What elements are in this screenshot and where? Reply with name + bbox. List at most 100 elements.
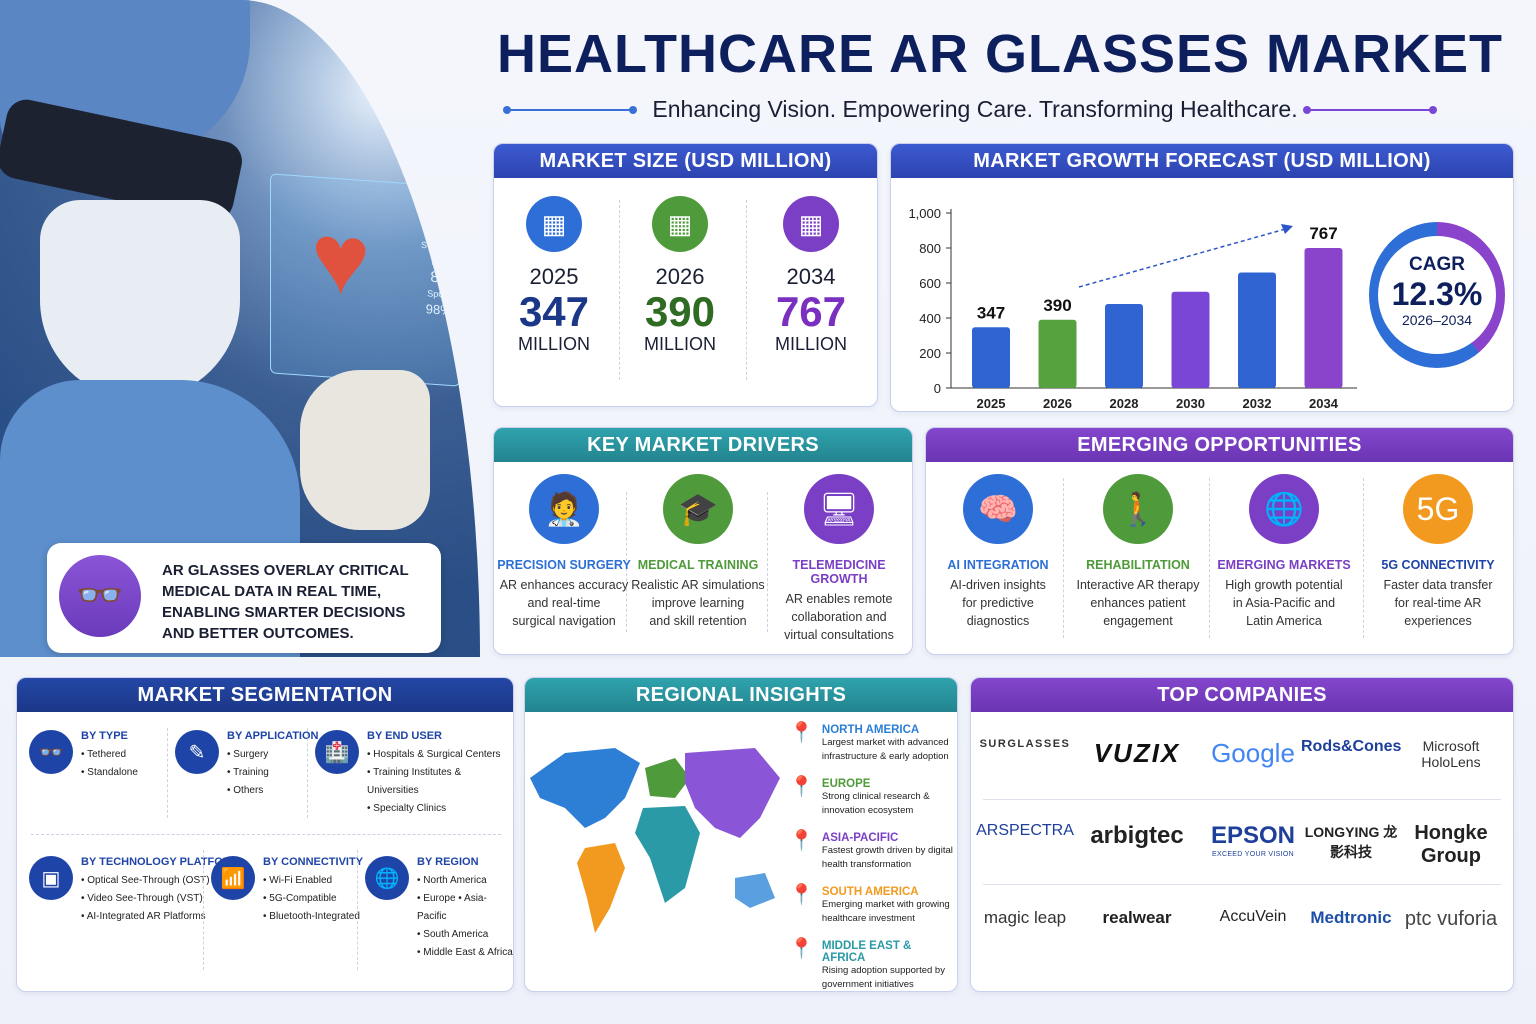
company-name: Hongke Group — [1414, 822, 1488, 867]
trend-arrow-head-icon — [1281, 224, 1293, 234]
segment-item: • Wi-Fi Enabled — [263, 875, 333, 886]
callout-box: 👓 AR GLASSES OVERLAY CRITICAL MEDICAL DA… — [47, 543, 441, 653]
region-north-america: 📍 NORTH AMERICA Largest market with advanc… — [789, 722, 949, 764]
card-description: Interactive AR therapy enhances patient en… — [1076, 578, 1200, 628]
ar-hologram-panel: ♥ HR 72 SYS 120 DIA 80 SpO2 98% — [270, 173, 460, 387]
year: 2026 — [655, 264, 705, 289]
company-logo-epson: EPSON EXCEED YOUR VISION — [1203, 822, 1303, 859]
panel-title: REGIONAL INSIGHTS — [525, 678, 957, 712]
y-tick-label: 0 — [934, 381, 941, 396]
company-name: Microsoft HoloLens — [1421, 738, 1481, 770]
surgical-mask — [40, 200, 240, 400]
card-description: High growth potential in Asia-Pacific and… — [1225, 578, 1343, 628]
segment-icon: 🏥 — [315, 730, 359, 774]
company-name: ARSPECTRA — [976, 822, 1074, 839]
market-size-panel: MARKET SIZE (USD MILLION) ▦ 2025 347 MIL… — [493, 143, 878, 407]
map-pin-icon: 📍 — [789, 830, 814, 852]
map-europe — [645, 758, 690, 798]
card-description: Realistic AR simulations improve learning… — [631, 578, 765, 628]
emerging-markets-icon: 🌐 — [1249, 474, 1319, 544]
telemedicine-growth-icon: 🖥 — [804, 474, 874, 544]
year: 2025 — [529, 264, 579, 289]
map-pin-icon: 📍 — [789, 884, 814, 906]
region-description: innovation ecosystem — [821, 805, 914, 816]
map-north-america — [530, 748, 640, 828]
segment-by-application: ✎ BY APPLICATION • Surgery • Training • Othe… — [175, 730, 318, 800]
segment-item: • North America — [417, 875, 487, 886]
x-tick-label: 2026 — [1043, 396, 1072, 408]
segment-item: • Hospitals & Surgical Centers — [367, 749, 501, 760]
company-logo-medtronic: Medtronic — [1301, 908, 1401, 928]
unit: MILLION — [774, 334, 848, 354]
region-description: Fastest growth driven by digital — [821, 845, 953, 856]
region-description: healthcare investment — [821, 913, 915, 924]
region-middle-east-africa: 📍 MIDDLE EAST & AFRICA Rising adoption sup… — [789, 939, 957, 991]
segment-item: • Middle East & Africa — [417, 947, 513, 958]
rehabilitation-card: 🚶 REHABILITATION Interactive AR therapy e… — [1066, 474, 1210, 630]
card-heading: REHABILITATION — [1086, 558, 1190, 572]
region-heading: SOUTH AMERICA — [821, 886, 919, 898]
divider — [203, 850, 204, 970]
hero-photo-surgeon-ar: ♥ HR 72 SYS 120 DIA 80 SpO2 98% 👓 AR GLASSES O… — [0, 0, 480, 657]
card-heading: AI INTEGRATION — [947, 558, 1049, 572]
divider — [31, 834, 501, 835]
map-pin-icon: 📍 — [789, 722, 814, 744]
ai-integration-card: 🧠 AI INTEGRATION AI-driven insights for p… — [926, 474, 1070, 630]
region-heading: MIDDLE EAST & AFRICA — [821, 940, 912, 964]
card-description: Faster data transfer for real-time AR expe… — [1383, 578, 1493, 628]
segment-heading: BY END USER — [367, 730, 442, 742]
segment-item: • Optical See-Through (OST) — [81, 875, 210, 886]
5g-connectivity-icon: 5G — [1403, 474, 1473, 544]
unit: MILLION — [517, 334, 591, 354]
page-subtitle: Enhancing Vision. Empowering Care. Trans… — [652, 96, 1298, 122]
card-description: AI-driven insights for predictive diagnost… — [950, 578, 1046, 628]
x-tick-label: 2025 — [977, 396, 1006, 408]
emerging-opportunities-panel: EMERGING OPPORTUNITIES 🧠 AI INTEGRATION … — [925, 427, 1514, 655]
cagr-value: 12.3% — [1391, 276, 1483, 312]
y-tick-label: 400 — [919, 311, 941, 326]
heart-hologram-icon: ♥ — [311, 201, 371, 318]
company-logo-microsoft-hololens: Microsoft HoloLens — [1401, 738, 1501, 770]
divider — [626, 492, 627, 632]
segment-item: • Video See-Through (VST) — [81, 893, 203, 904]
gloved-hand — [300, 370, 430, 530]
bar-2026 — [1038, 319, 1077, 388]
region-south-america: 📍 SOUTH AMERICA Emerging market with growi… — [789, 884, 950, 926]
x-tick-label: 2028 — [1110, 396, 1139, 408]
company-logo-ptc-vuforia: ptc vuforia — [1401, 908, 1501, 931]
region-description: infrastructure & early adoption — [821, 751, 949, 762]
company-name: arbigtec — [1090, 822, 1184, 849]
segment-heading: BY TYPE — [81, 730, 128, 742]
company-logo-arbigtec: arbigtec — [1087, 822, 1187, 850]
segment-by-type: 👓 BY TYPE • Tethered • Standalone — [29, 730, 138, 782]
data-label: 347 — [977, 303, 1005, 322]
divider — [983, 799, 1501, 800]
segment-item: • 5G-Compatible — [263, 893, 337, 904]
top-companies-panel: TOP COMPANIES SURGLASSES VUZIX Google Rods&… — [970, 677, 1514, 992]
calendar-icon: ▦ — [652, 196, 708, 252]
company-logo-arspectra: ARSPECTRA — [975, 822, 1075, 840]
company-logo-vuzix: VUZIX — [1087, 738, 1187, 769]
y-tick-label: 800 — [919, 241, 941, 256]
segment-heading: BY TECHNOLOGY PLATFORM — [81, 856, 240, 868]
segment-item: • Bluetooth-Integrated — [263, 911, 360, 922]
divider — [1363, 478, 1364, 638]
divider — [767, 492, 768, 632]
map-africa — [635, 806, 700, 903]
divider — [619, 200, 620, 380]
segment-by-region: 🌐 BY REGION • North America • Europe • Asia… — [365, 856, 513, 962]
region-heading: EUROPE — [821, 778, 871, 790]
unit: MILLION — [643, 334, 717, 354]
region-europe: 📍 EUROPE Strong clinical research & innovat… — [789, 777, 930, 818]
bar-2028 — [1105, 304, 1143, 388]
map-asia — [685, 748, 780, 838]
company-name: AccuVein — [1219, 908, 1287, 925]
company-logo-rods-cones: Rods&Cones — [1301, 738, 1401, 756]
epson-tagline: EXCEED YOUR VISION — [1212, 851, 1294, 858]
market-size-2026: ▦ 2026 390 MILLION — [620, 196, 740, 355]
page-title: HEALTHCARE AR GLASSES MARKET — [497, 24, 1504, 84]
emerging-markets-card: 🌐 EMERGING MARKETS High growth potential… — [1212, 474, 1356, 630]
card-heading: MEDICAL TRAINING — [637, 558, 759, 572]
card-heading: TELEMEDICINE GROWTH — [792, 558, 886, 586]
segment-item: • Tethered — [81, 749, 127, 760]
